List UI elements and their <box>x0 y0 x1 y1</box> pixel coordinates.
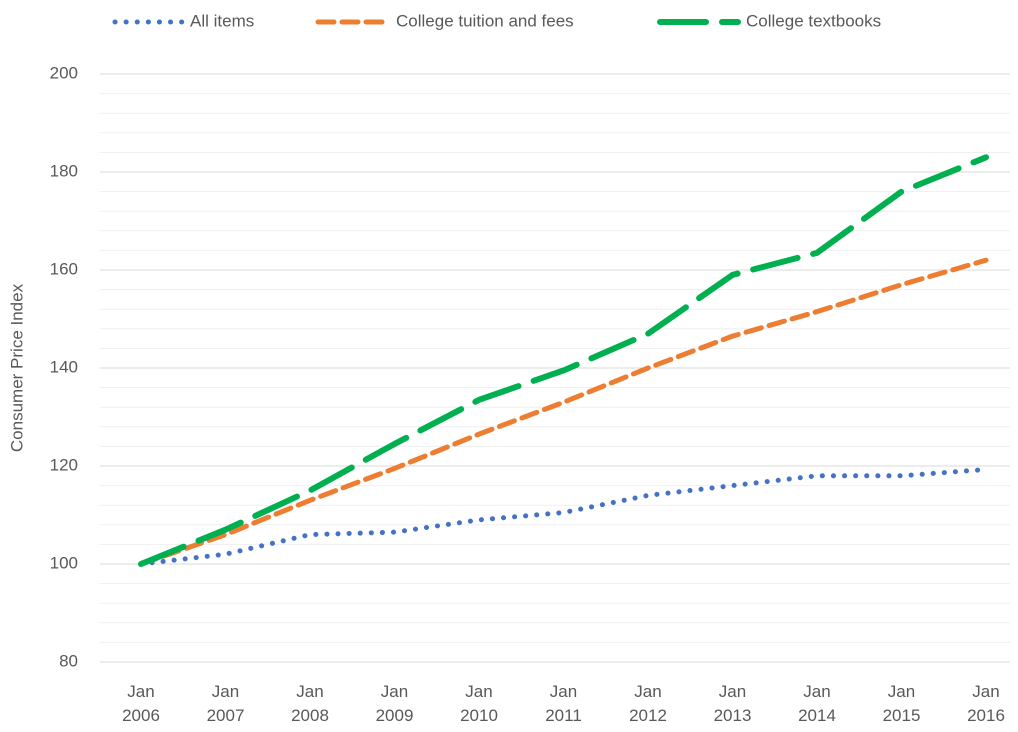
y-tick-label: 120 <box>50 455 78 474</box>
x-tick-label: Jan 2014 <box>798 682 836 725</box>
legend-label: All items <box>190 11 254 30</box>
y-tick-label: 160 <box>50 259 78 278</box>
x-tick-label: Jan 2007 <box>206 682 245 725</box>
y-tick-label: 80 <box>59 651 78 670</box>
series-line <box>138 466 989 567</box>
x-tick-label: Jan 2006 <box>122 682 160 725</box>
y-tick-label: 140 <box>50 357 78 376</box>
series-line <box>138 257 989 567</box>
x-tick-label: Jan 2010 <box>460 682 498 725</box>
x-tick-label: Jan 2015 <box>882 682 921 725</box>
legend-label: College textbooks <box>746 11 881 30</box>
series-line <box>138 154 989 567</box>
x-tick-label: Jan 2016 <box>967 682 1005 725</box>
x-tick-label: Jan 2012 <box>629 682 667 725</box>
x-tick-label: Jan 2013 <box>713 682 752 725</box>
x-tick-label: Jan 2009 <box>375 682 414 725</box>
x-tick-label: Jan 2011 <box>545 682 582 725</box>
y-tick-label: 100 <box>50 553 78 572</box>
y-tick-label: 200 <box>50 63 78 82</box>
legend-label: College tuition and fees <box>396 11 574 30</box>
y-axis-label: Consumer Price Index <box>7 283 26 452</box>
y-tick-label: 180 <box>50 161 78 180</box>
x-tick-label: Jan 2008 <box>291 682 329 725</box>
